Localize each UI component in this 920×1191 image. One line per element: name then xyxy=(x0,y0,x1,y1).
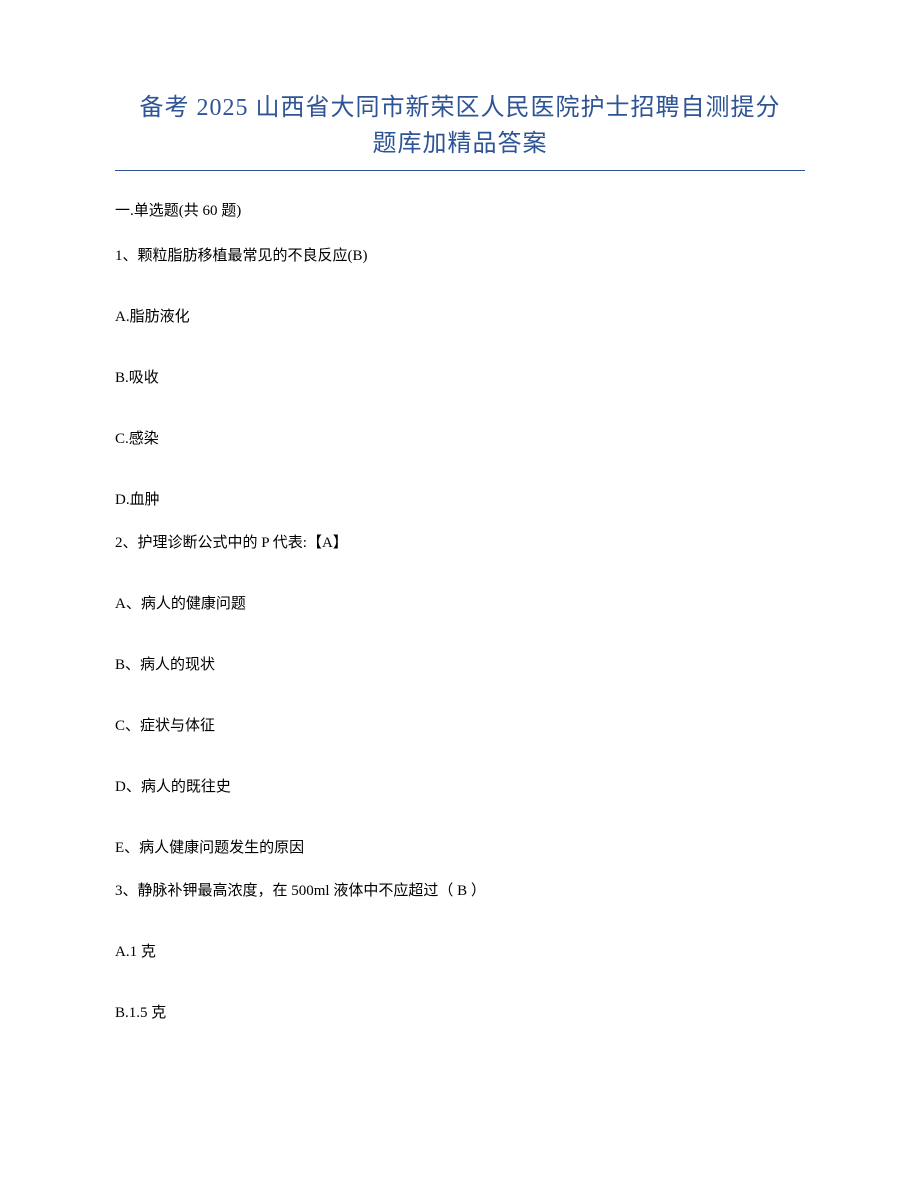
title-underline xyxy=(115,170,805,171)
title-line-2: 题库加精品答案 xyxy=(115,126,805,162)
question-1-option-d: D.血肿 xyxy=(115,490,805,511)
question-2-option-e: E、病人健康问题发生的原因 xyxy=(115,838,805,859)
document-title: 备考 2025 山西省大同市新荣区人民医院护士招聘自测提分 题库加精品答案 xyxy=(115,90,805,162)
question-3-option-a: A.1 克 xyxy=(115,942,805,963)
question-2-text: 2、护理诊断公式中的 P 代表:【A】 xyxy=(115,533,805,554)
question-3-option-b: B.1.5 克 xyxy=(115,1003,805,1024)
question-1-option-b: B.吸收 xyxy=(115,368,805,389)
title-line-1: 备考 2025 山西省大同市新荣区人民医院护士招聘自测提分 xyxy=(115,90,805,126)
question-1-option-a: A.脂肪液化 xyxy=(115,307,805,328)
question-1-text: 1、颗粒脂肪移植最常见的不良反应(B) xyxy=(115,246,805,267)
question-2-option-b: B、病人的现状 xyxy=(115,655,805,676)
question-3-text: 3、静脉补钾最高浓度，在 500ml 液体中不应超过（ B ） xyxy=(115,881,805,902)
question-2-option-a: A、病人的健康问题 xyxy=(115,594,805,615)
section-header: 一.单选题(共 60 题) xyxy=(115,199,805,220)
question-2-option-d: D、病人的既往史 xyxy=(115,777,805,798)
question-2-option-c: C、症状与体征 xyxy=(115,716,805,737)
question-1-option-c: C.感染 xyxy=(115,429,805,450)
